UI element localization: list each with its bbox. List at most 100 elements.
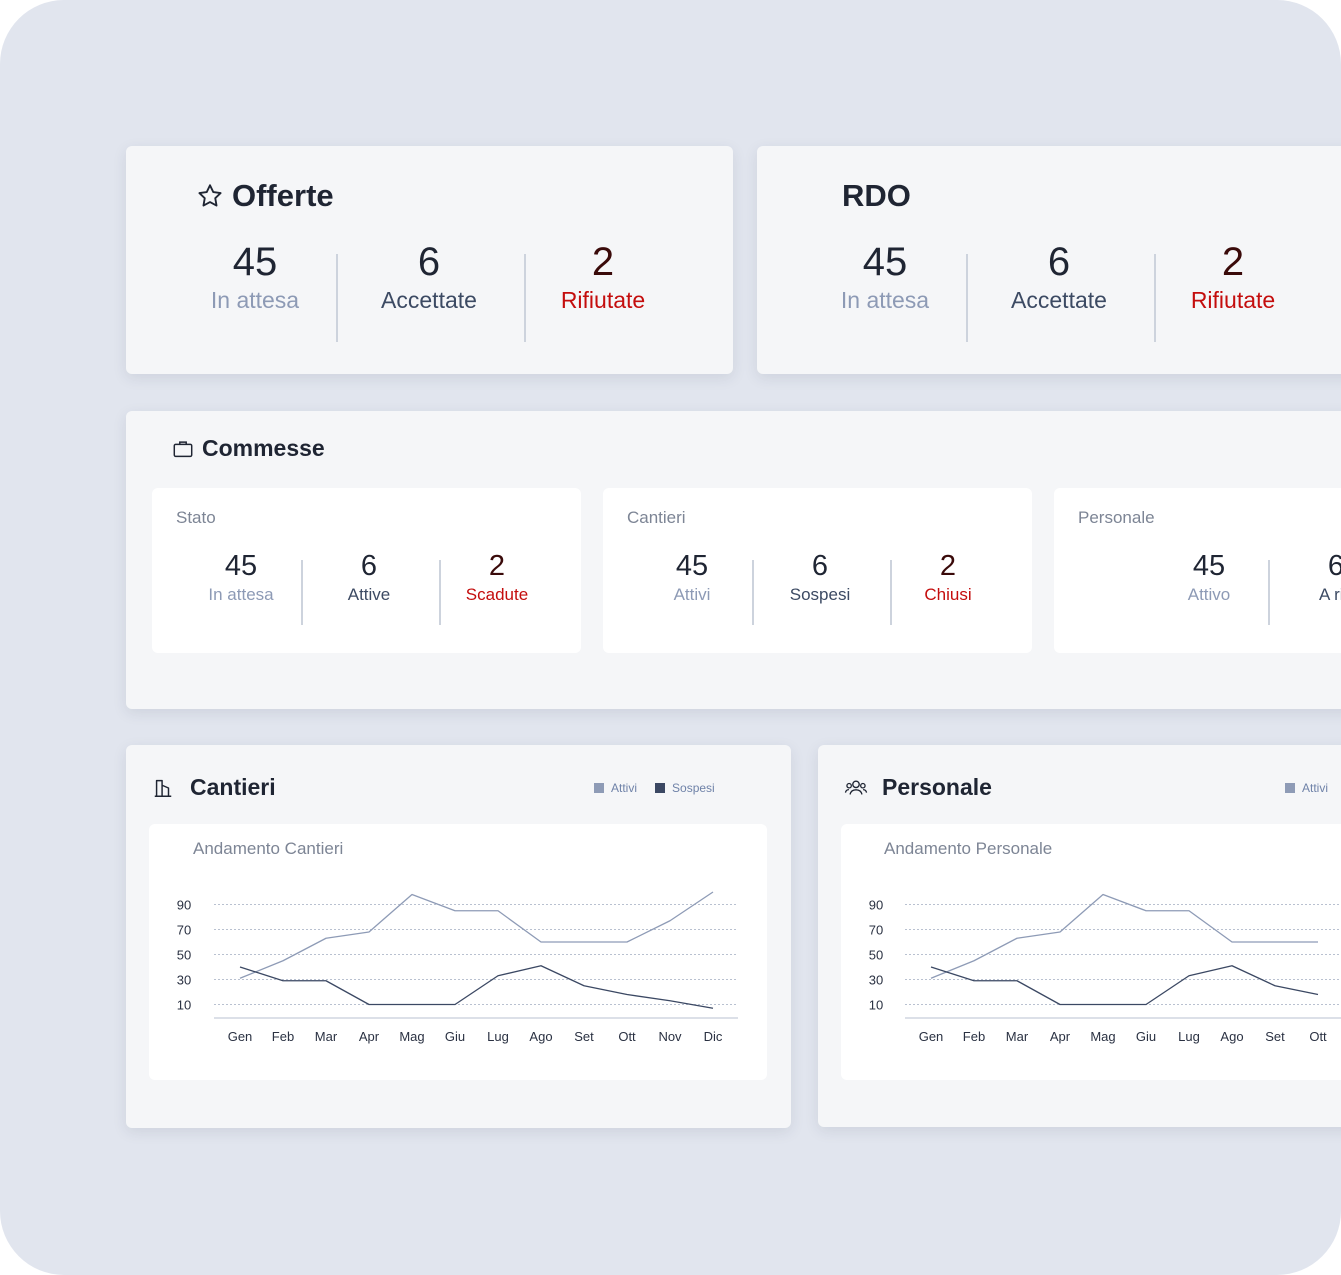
x-tick-label: Mar [1006, 1029, 1029, 1044]
rdo-header: RDO [842, 178, 911, 214]
offerte-title: Offerte [232, 178, 334, 213]
divider [439, 560, 441, 625]
cantieri-chart-header: Cantieri [152, 774, 276, 801]
divider [301, 560, 303, 625]
divider [336, 254, 338, 342]
rdo-stat-pending: 45 In attesa [820, 240, 950, 314]
stat-label: In attesa [210, 287, 300, 313]
y-tick-label: 90 [869, 898, 883, 913]
x-tick-label: Ott [618, 1029, 636, 1044]
stat-value: 6 [1327, 550, 1341, 582]
stat-value: 45 [224, 550, 258, 582]
stat-label: Rifiutate [560, 287, 646, 313]
stat-value: 6 [417, 240, 441, 284]
cantieri-stat-active: 45 Attivi [637, 550, 747, 605]
stat-label: In attesa [208, 585, 274, 604]
x-tick-label: Lug [487, 1029, 509, 1044]
stat-label: Chiusi [924, 585, 972, 604]
chart-panel-title: Personale [882, 774, 992, 800]
divider [752, 560, 754, 625]
stat-value: 6 [360, 550, 378, 582]
chart-container: Andamento Personale 10 30 50 70 90 Gen Feb Mar A… [841, 824, 1341, 1080]
users-icon [844, 777, 868, 799]
personale-chart-card: Personale Attivi Andamento Personale 10 3… [818, 745, 1341, 1127]
x-tick-label: Nov [658, 1029, 682, 1044]
legend-item[interactable]: Attivi [1285, 781, 1328, 795]
x-tick-label: Ott [1309, 1029, 1327, 1044]
x-tick-label: Feb [272, 1029, 294, 1044]
offerte-card: Offerte 45 In attesa 6 Accettate 2 Rifiu… [126, 146, 733, 374]
x-tick-label: Apr [359, 1029, 380, 1044]
star-icon [196, 182, 224, 210]
y-tick-label: 90 [177, 898, 191, 913]
legend-swatch [1285, 783, 1295, 793]
legend-item[interactable]: Attivi [594, 781, 637, 795]
chart-panel-title: Cantieri [190, 774, 276, 800]
cantieri-chart-card: Cantieri Attivi Sospesi Andamento Cantie… [126, 745, 791, 1128]
briefcase-icon [172, 438, 194, 460]
divider [890, 560, 892, 625]
x-tick-label: Dic [704, 1029, 723, 1044]
building-icon [152, 777, 174, 799]
chart-title: Andamento Cantieri [193, 839, 344, 858]
divider [1154, 254, 1156, 342]
cantieri-panel: Cantieri 45 Attivi 6 Sospesi 2 Chiusi [603, 488, 1032, 653]
stat-value: 2 [488, 550, 506, 582]
y-tick-label: 70 [869, 923, 883, 938]
legend-swatch [655, 783, 666, 793]
series-line-primary [239, 891, 714, 979]
x-tick-label: Ago [529, 1029, 552, 1044]
offerte-stat-pending: 45 In attesa [190, 240, 320, 314]
x-tick-label: Giu [1136, 1029, 1156, 1044]
divider [1268, 560, 1270, 625]
x-tick-label: Feb [963, 1029, 985, 1044]
chart-container: Andamento Cantieri 10 30 50 70 90 Gen Feb Mar Ap… [149, 824, 767, 1080]
personale-panel: Personale 45 Attivo 6 A rip [1054, 488, 1341, 653]
panel-title: Personale [1078, 508, 1155, 527]
y-tick-label: 10 [869, 998, 883, 1013]
chart-legend: Attivi [1285, 781, 1328, 795]
stat-value: 45 [1192, 550, 1226, 582]
x-tick-label: Set [1265, 1029, 1285, 1044]
stat-label: Rifiutate [1190, 287, 1276, 313]
series-line-primary [930, 893, 1318, 979]
stato-stat-pending: 45 In attesa [186, 550, 296, 605]
x-tick-label: Lug [1178, 1029, 1200, 1044]
y-tick-label: 70 [177, 923, 191, 938]
y-tick-label: 30 [177, 973, 191, 988]
stat-value: 2 [591, 240, 615, 284]
x-tick-label: Mag [1090, 1029, 1115, 1044]
x-tick-label: Apr [1050, 1029, 1071, 1044]
stat-value: 2 [939, 550, 957, 582]
cantieri-line-chart: 10 30 50 70 90 Gen Feb Mar Apr Mag Giu Lug Ago Set Ott… [177, 891, 738, 1044]
stat-value: 45 [232, 240, 278, 284]
y-tick-label: 50 [869, 948, 883, 963]
stat-label: Sospesi [789, 585, 851, 604]
personale-line-chart: 10 30 50 70 90 Gen Feb Mar Apr Mag Giu Lug Ago Set Ott [869, 893, 1341, 1044]
stat-value: 45 [862, 240, 908, 284]
legend-item[interactable]: Sospesi [655, 781, 715, 795]
x-tick-label: Gen [228, 1029, 253, 1044]
stat-label: Accettate [381, 287, 477, 313]
stat-value: 2 [1221, 240, 1245, 284]
stat-label: Attive [347, 585, 391, 604]
rdo-stat-rejected: 2 Rifiutate [1158, 240, 1308, 314]
cantieri-stat-suspended: 6 Sospesi [765, 550, 875, 605]
legend-swatch [594, 783, 604, 793]
x-tick-label: Giu [445, 1029, 465, 1044]
rdo-card: RDO 45 In attesa 6 Accettate 2 Rifiutate [757, 146, 1341, 374]
commesse-title: Commesse [202, 435, 325, 461]
stat-value: 6 [1047, 240, 1071, 284]
personale-chart-header: Personale [844, 774, 992, 801]
stat-label: Attivi [673, 585, 711, 604]
chart-legend: Attivi Sospesi [594, 781, 715, 795]
rdo-stat-accepted: 6 Accettate [984, 240, 1134, 314]
stato-stat-active: 6 Attive [314, 550, 424, 605]
commesse-card: Commesse Stato 45 In attesa 6 Attive 2 S… [126, 411, 1341, 709]
commesse-header: Commesse [172, 435, 325, 462]
x-tick-label: Mar [315, 1029, 338, 1044]
legend-label: Attivi [611, 781, 638, 795]
cantieri-stat-closed: 2 Chiusi [893, 550, 1003, 605]
stat-value: 45 [675, 550, 709, 582]
